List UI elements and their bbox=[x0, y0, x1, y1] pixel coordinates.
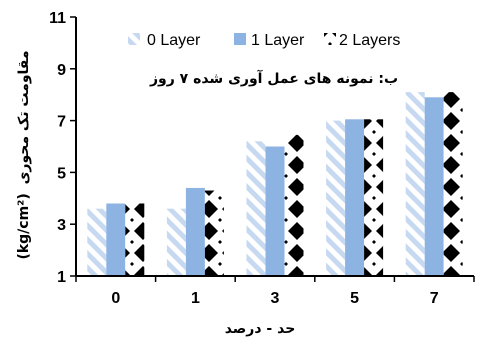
bar-0-layer-cat-1 bbox=[166, 208, 186, 276]
legend-swatch bbox=[128, 33, 140, 45]
y-tick-label: 5 bbox=[57, 165, 66, 182]
legend-item-1-layer: 1 Layer bbox=[234, 32, 305, 49]
bar-1-layer-cat-3 bbox=[265, 146, 285, 276]
x-axis-label: حد - درصد bbox=[225, 321, 296, 337]
x-tick-label: 3 bbox=[271, 290, 280, 307]
y-axis-label-text: مقاومت تک محوری bbox=[16, 50, 32, 184]
bar-1-layer-cat-5 bbox=[345, 119, 365, 277]
bar-2-layers-cat-1 bbox=[204, 190, 224, 276]
bar-0-layer-cat-3 bbox=[246, 141, 266, 276]
bar-1-layer-cat-0 bbox=[106, 203, 126, 276]
legend-label: 1 Layer bbox=[251, 32, 305, 49]
legend: 0 Layer 1 Layer 2 Layers bbox=[128, 32, 400, 49]
axes bbox=[70, 16, 475, 282]
legend-swatch bbox=[234, 33, 246, 45]
y-tick-label: 9 bbox=[57, 62, 66, 79]
chart-subtitle: ب: نمونه های عمل آوری شده ۷ روز bbox=[149, 69, 398, 87]
y-axis-label: (kg/cm²) مقاومت تک محوری bbox=[16, 50, 32, 259]
legend-swatch bbox=[324, 33, 336, 45]
bar-1-layer-cat-1 bbox=[185, 187, 205, 276]
bar-2-layers-cat-7 bbox=[443, 92, 463, 276]
bar-2-layers-cat-5 bbox=[364, 119, 384, 277]
x-tick-label: 0 bbox=[111, 290, 120, 307]
bar-2-layers-cat-3 bbox=[284, 134, 304, 276]
y-tick-label: 1 bbox=[57, 269, 66, 286]
legend-label: 2 Layers bbox=[339, 32, 400, 49]
y-tick-labels: 1 3 5 7 9 11 bbox=[49, 10, 66, 286]
legend-item-2-layers: 2 Layers bbox=[324, 32, 400, 49]
bar-0-layer-cat-5 bbox=[326, 120, 346, 276]
x-tick-label: 1 bbox=[191, 290, 200, 307]
y-axis-label-unit: (kg/cm²) bbox=[16, 193, 32, 259]
x-tick-label: 7 bbox=[430, 290, 439, 307]
bar-0-layer-cat-7 bbox=[405, 92, 425, 276]
y-tick-label: 11 bbox=[49, 10, 66, 27]
y-tick-label: 7 bbox=[57, 114, 66, 131]
x-tick-label: 5 bbox=[350, 290, 359, 307]
bar-1-layer-cat-7 bbox=[424, 97, 444, 276]
legend-label: 0 Layer bbox=[147, 32, 201, 49]
bar-0-layer-cat-0 bbox=[87, 208, 107, 276]
bars bbox=[87, 92, 463, 277]
bar-2-layers-cat-0 bbox=[125, 203, 145, 276]
x-tick-labels: 0 1 3 5 7 bbox=[111, 290, 438, 307]
y-tick-label: 3 bbox=[57, 217, 66, 234]
legend-item-0-layer: 0 Layer bbox=[128, 32, 201, 49]
